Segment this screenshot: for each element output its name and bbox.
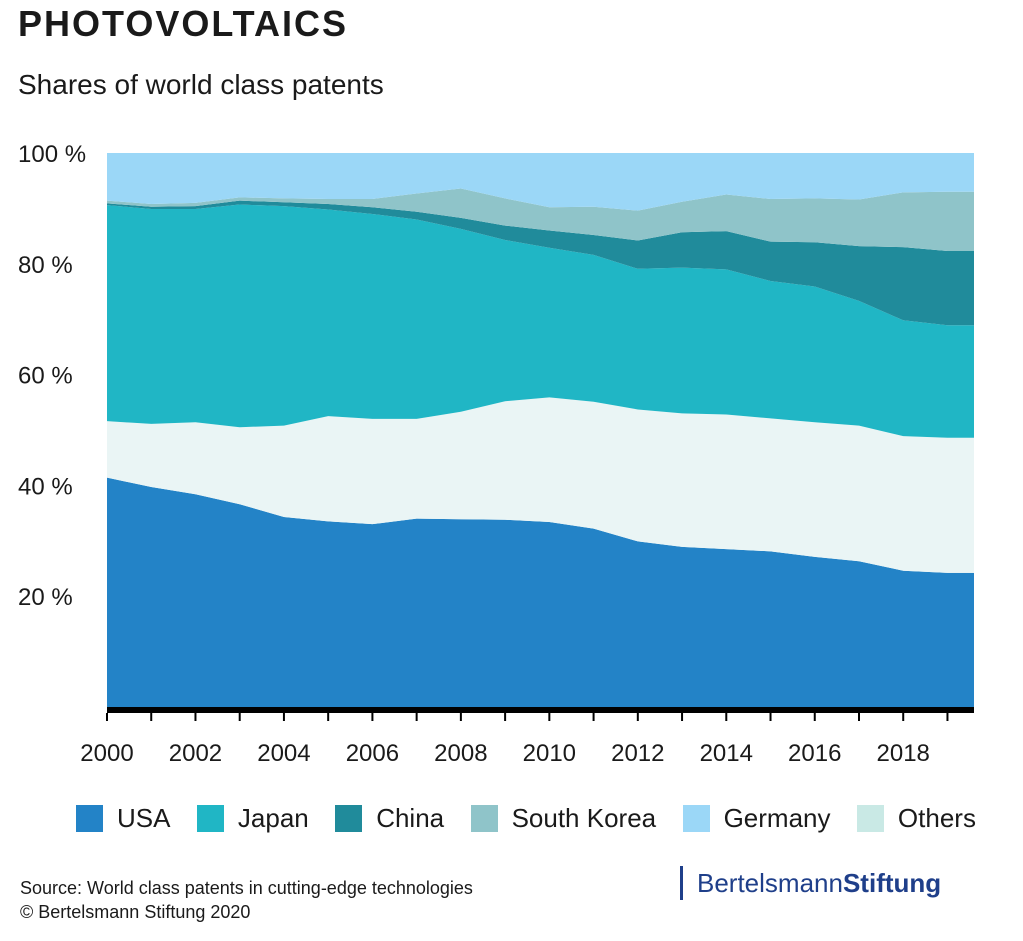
legend-swatch	[856, 804, 884, 832]
area-china	[107, 200, 974, 326]
x-tick-label: 2002	[169, 740, 222, 767]
area-germany	[107, 153, 974, 211]
y-tick-label: 80 %	[18, 252, 73, 279]
area-japan	[107, 204, 974, 438]
legend-swatch	[682, 804, 710, 832]
legend-label: Germany	[723, 802, 831, 833]
brand-name-part2: Stiftung	[842, 868, 942, 898]
legend-swatch	[470, 804, 498, 832]
stacked-area-chart: 20 % 40 % 60 % 80 % 100 % 2000 2002 2004 2006 200…	[18, 141, 974, 767]
chart-legend: USA Japan China South Korea Germany Others	[76, 798, 976, 838]
area-usa	[107, 477, 974, 707]
legend-item-japan: Japan	[196, 802, 309, 834]
brand-name-part1: Bertelsmann	[697, 868, 843, 898]
y-tick-label: 100 %	[18, 141, 86, 168]
area-south-korea	[107, 188, 974, 252]
x-tick-label: 2010	[523, 740, 576, 767]
area-others	[107, 397, 974, 573]
legend-item-usa: USA	[76, 803, 170, 834]
legend-label: China	[376, 802, 445, 833]
source-text: Source: World class patents in cutting-e…	[20, 878, 473, 898]
legend-item-south-korea: South Korea	[470, 802, 657, 834]
legend-item-others: Others	[856, 802, 976, 834]
legend-label: Others	[897, 802, 976, 833]
x-tick-label: 2018	[877, 740, 930, 767]
x-tick-label: 2000	[80, 740, 133, 767]
legend-label: South Korea	[511, 802, 657, 833]
source-note: Source: World class patents in cutting-e…	[20, 876, 473, 924]
x-tick-label: 2012	[611, 740, 664, 767]
legend-swatch	[76, 804, 103, 832]
x-tick-label: 2014	[700, 740, 753, 767]
legend-item-germany: Germany	[682, 802, 831, 834]
legend-swatch	[196, 804, 224, 832]
x-tick-label: 2004	[257, 740, 310, 767]
y-tick-label: 60 %	[18, 363, 73, 390]
legend-item-china: China	[335, 803, 444, 834]
y-tick-label: 40 %	[18, 473, 73, 500]
x-tick-label: 2006	[346, 740, 399, 767]
copyright-text: © Bertelsmann Stiftung 2020	[20, 902, 251, 922]
bertelsmann-stiftung-logo: BertelsmannStiftung	[680, 866, 941, 900]
chart-title: PHOTOVOLTAICS	[18, 3, 349, 44]
legend-label: USA	[117, 802, 171, 833]
x-tick-label: 2016	[788, 740, 841, 767]
legend-swatch	[335, 804, 363, 832]
y-tick-label: 20 %	[18, 584, 73, 611]
chart-subtitle: Shares of world class patents	[18, 69, 384, 100]
legend-label: Japan	[237, 802, 309, 833]
x-tick-label: 2008	[434, 740, 487, 767]
